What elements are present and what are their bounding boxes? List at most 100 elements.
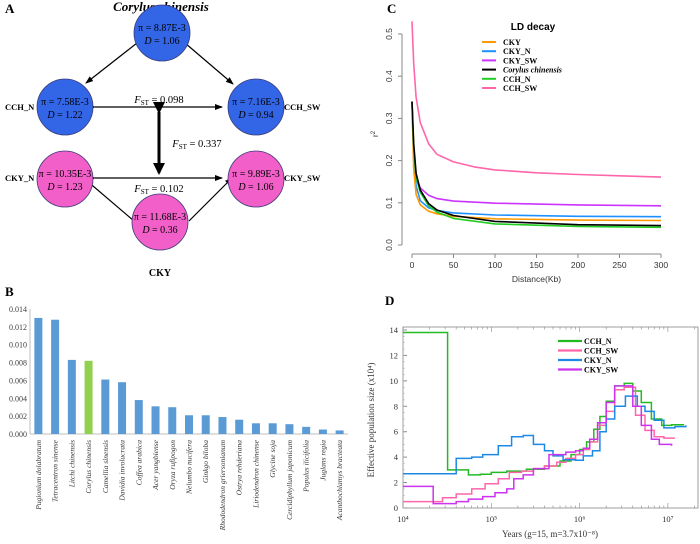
legend-label: CCH_SW [503, 84, 537, 93]
arrow-cky-to-cky-n [85, 179, 135, 222]
node-cky-n: π = 10.35E-3 D = 1.23 [36, 150, 94, 208]
y-tick-label: 0 [394, 503, 398, 513]
x-tick-label: Acer yangbiense [151, 439, 160, 490]
chart-title: LD decay [511, 22, 556, 33]
x-tick-label: Camellia sinensis [101, 440, 110, 493]
bar [201, 415, 210, 434]
series-line-cky-n [403, 395, 687, 475]
y-tick-label: 0.014 [9, 305, 27, 314]
x-axis-title: Years (g=15, m=3.7x10⁻⁸) [502, 529, 598, 539]
node-circle [36, 150, 94, 208]
node-tajima-d: D = 1.06 [143, 36, 179, 47]
node-tajima-d: D = 1.06 [237, 182, 273, 193]
y-axis-title: Effective population size (x10⁴) [366, 363, 376, 478]
panel-label-a: A [5, 1, 15, 16]
bar [251, 423, 260, 434]
node-circle [131, 193, 189, 251]
arrow-cky-to-cky-sw [188, 177, 233, 222]
bar [151, 406, 160, 434]
x-tick-label: 200 [571, 260, 585, 270]
x-tick-label: Ostrya rehderiana [235, 440, 244, 496]
bar [302, 426, 311, 434]
node-d-prefix: D [143, 36, 152, 47]
node-tajima-d: D = 0.94 [237, 110, 273, 121]
ld-decay-chart: 0.0 0.1 0.2 0.3 0.4 0.5 0 50 100 150 200 250 300 Dist… [370, 21, 668, 284]
arrow-top-to-cch-sw [184, 42, 234, 85]
series-line-corylus-chinensis [411, 101, 662, 227]
y-tick-label: 0.012 [9, 323, 27, 332]
node-label-cky: CKY [149, 268, 172, 279]
y-tick-label: 14 [390, 325, 399, 335]
y-tick-label: 0.008 [9, 359, 27, 368]
y-tick-label: 0.2 [384, 154, 394, 166]
fst-label-cch: FST = 0.098 [133, 95, 183, 107]
node-cch-n: π = 7.58E-3 D = 1.22 [36, 78, 94, 136]
node-tajima-d: D = 0.36 [141, 225, 177, 236]
y-tick-label: 0.4 [384, 70, 394, 82]
panel-label-b: B [5, 284, 14, 299]
node-d-value: = 0.94 [246, 110, 274, 121]
bar [67, 359, 76, 434]
series-line-cky-sw [411, 101, 662, 207]
node-circle [227, 150, 285, 208]
y-axis-title-sup: 2 [371, 130, 377, 134]
x-tick-label: 10⁵ [486, 514, 498, 524]
y-tick-label: 0.004 [9, 394, 27, 403]
x-tick-label: Davidia involucrata [118, 440, 127, 502]
x-tick-label: Acanthochlamys bracteata [335, 440, 344, 521]
arrow-top-to-cch-n [85, 42, 138, 84]
node-label-cky-n: CKY_N [5, 173, 35, 183]
bar [268, 423, 277, 434]
y-axis-title: r2 [370, 130, 380, 137]
bar [185, 415, 193, 434]
series-line-cky-n [411, 101, 662, 218]
node-pi: π = 9.89E-3 [232, 169, 280, 180]
node-pi: π = 7.58E-3 [41, 97, 89, 108]
plot-frame [402, 326, 699, 509]
x-tick-label: Glycine soja [268, 440, 277, 478]
node-d-prefix: D [46, 110, 55, 121]
node-d-value: = 1.22 [55, 110, 83, 121]
x-tick-label: 0 [410, 260, 415, 270]
legend-label: CKY_N [503, 47, 531, 56]
node-label-cch-sw: CCH_SW [284, 102, 321, 112]
x-tick-label: Pugionium dolabratum [34, 439, 43, 510]
node-circle [133, 4, 191, 62]
x-tick-label: 10⁴ [397, 514, 409, 524]
node-tajima-d: D = 1.23 [46, 182, 82, 193]
node-tajima-d: D = 1.22 [46, 110, 82, 121]
x-tick-label: Juglans regia [318, 440, 327, 481]
x-tick-label: 10⁷ [662, 514, 674, 524]
node-label-cky-sw: CKY_SW [284, 173, 321, 183]
node-pi: π = 11.68E-3 [134, 212, 186, 223]
y-tick-label: 0.5 [384, 28, 394, 40]
y-tick-label: 8 [394, 401, 398, 411]
bar [318, 429, 327, 434]
node-d-value: = 1.06 [152, 36, 180, 47]
legend-label: CKY_N [584, 356, 612, 365]
node-d-prefix: D [237, 110, 246, 121]
bar [134, 400, 143, 434]
fst-label-cky: FST = 0.102 [133, 184, 183, 196]
y-tick-label: 12 [390, 350, 399, 360]
y-tick-label: 0.002 [9, 412, 27, 421]
x-tick-label: Populus ilicifolia [302, 440, 311, 493]
y-tick-label: 0.010 [9, 341, 27, 350]
x-tick-label: 150 [529, 260, 543, 270]
series-line-cch-n [411, 101, 662, 229]
x-tick-label: Ginkgo biloba [201, 440, 210, 483]
legend-label: CCH_N [503, 75, 531, 84]
legend-label: CKY_SW [584, 366, 618, 375]
x-tick-label: Coffea arabica [134, 440, 143, 485]
node-pi: π = 8.87E-3 [138, 23, 186, 34]
bar [168, 407, 177, 434]
y-tick-label: 0.1 [384, 197, 394, 209]
node-top: π = 8.87E-3 D = 1.06 [133, 4, 191, 62]
y-tick-label: 6 [394, 427, 398, 437]
x-tick-label: 300 [654, 260, 668, 270]
node-d-value: = 1.06 [246, 182, 274, 193]
bar [218, 417, 227, 434]
node-d-prefix: D [141, 225, 150, 236]
node-d-value: = 0.36 [150, 225, 178, 236]
y-tick-label: 4 [394, 452, 399, 462]
